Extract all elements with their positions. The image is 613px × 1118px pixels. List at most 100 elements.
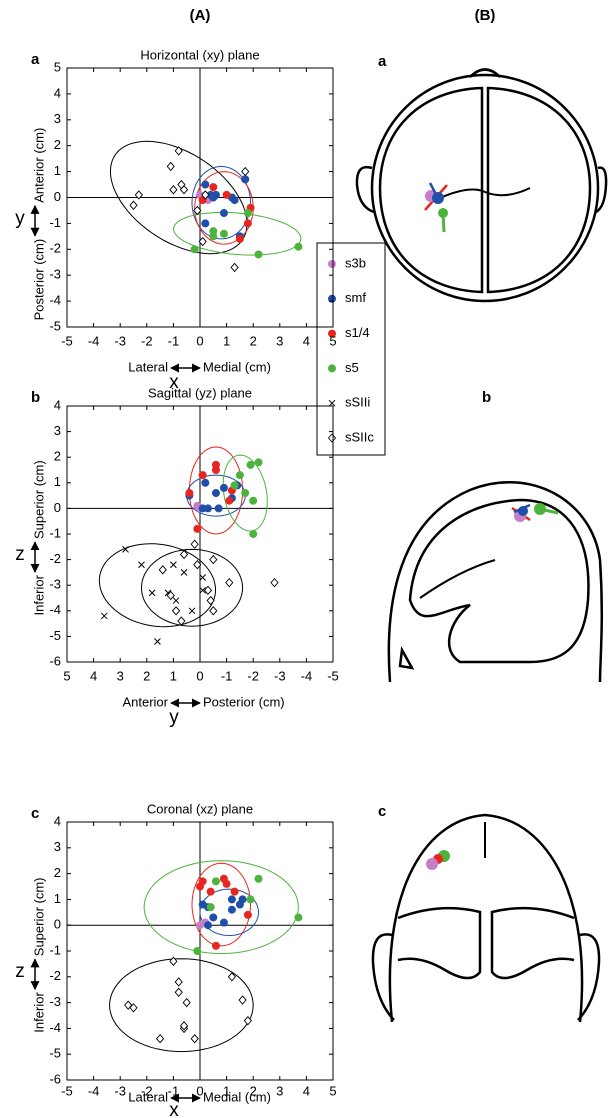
y-tick-label: -4 <box>49 1020 61 1035</box>
x-tick-label: -2 <box>141 333 153 348</box>
data-point <box>170 561 177 569</box>
data-point <box>201 190 210 200</box>
y-tick-label: 4 <box>54 813 61 828</box>
panel-letter: a <box>378 53 387 70</box>
confidence-ellipse <box>191 165 252 240</box>
x-tick-label: -2 <box>141 1083 153 1098</box>
chart-title: Horizontal (xy) plane <box>140 47 259 62</box>
y-tick-label: -6 <box>49 653 61 668</box>
data-point <box>294 913 303 922</box>
x-tick-label: 2 <box>250 333 257 348</box>
y-axis-symbol: z <box>15 961 25 982</box>
x-tick-label: 2 <box>250 1083 257 1098</box>
data-point <box>179 1021 189 1031</box>
y-tick-label: 1 <box>54 163 61 178</box>
confidence-ellipse <box>222 454 268 532</box>
data-point <box>201 180 210 189</box>
data-point <box>206 903 215 912</box>
column-header: (B) <box>475 7 496 24</box>
data-point <box>209 232 218 241</box>
data-point <box>241 166 250 177</box>
head-side-view <box>387 480 604 683</box>
panel-letter: c <box>31 805 39 822</box>
data-point <box>230 262 239 273</box>
x-tick-label: 2 <box>143 668 150 683</box>
legend-label: sSIIi <box>345 395 370 410</box>
data-point <box>235 471 244 480</box>
data-point <box>219 483 228 492</box>
data-point <box>193 524 202 533</box>
data-point <box>222 190 231 199</box>
y-tick-label: -1 <box>49 525 61 540</box>
x-tick-label: 3 <box>117 668 124 683</box>
y-tick-label: -1 <box>49 942 61 957</box>
y-tick-label: -3 <box>49 267 61 282</box>
legend-marker <box>328 329 336 338</box>
data-point <box>190 245 199 254</box>
data-point <box>238 895 247 904</box>
chart-title: Coronal (xz) plane <box>147 801 253 816</box>
data-point <box>241 175 250 184</box>
y-tick-label: -1 <box>49 215 61 230</box>
y-tick-label: -3 <box>49 994 61 1009</box>
x-axis-label: Medial (cm) <box>203 359 271 374</box>
x-axis-symbol: y <box>169 707 179 728</box>
data-point <box>190 1034 199 1044</box>
x-tick-label: 1 <box>170 668 177 683</box>
y-axis-label: Superior (cm) <box>31 460 46 539</box>
data-point <box>100 612 108 620</box>
data-point <box>249 496 258 505</box>
data-point <box>211 941 220 950</box>
y-tick-label: 4 <box>54 397 61 412</box>
data-point <box>171 606 181 616</box>
y-tick-label: 3 <box>54 423 61 438</box>
data-point <box>219 229 228 238</box>
data-point <box>174 977 183 987</box>
y-axis-label: Posterior (cm) <box>31 239 46 321</box>
x-tick-label: 4 <box>303 1083 310 1098</box>
y-tick-label: 3 <box>54 111 61 126</box>
legend-label: s3b <box>345 255 366 270</box>
legend: s3b smf s1/4 s5 sSIIi sSIIc <box>316 242 386 456</box>
x-tick-label: -2 <box>247 668 259 683</box>
x-tick-label: -1 <box>221 668 233 683</box>
confidence-ellipse <box>109 958 254 1053</box>
data-point <box>199 586 207 594</box>
data-point <box>246 460 255 469</box>
column-header: (A) <box>190 7 211 24</box>
data-point <box>206 887 215 896</box>
x-tick-label: 5 <box>63 668 70 683</box>
y-tick-label: 0 <box>54 189 61 204</box>
data-point <box>238 995 247 1005</box>
x-tick-label: 3 <box>276 333 283 348</box>
y-tick-label: 1 <box>54 474 61 489</box>
data-point <box>182 997 191 1008</box>
x-tick-label: 1 <box>223 1083 230 1098</box>
y-tick-label: -5 <box>49 318 61 333</box>
y-axis-label: Inferior <box>31 992 46 1033</box>
legend-marker <box>328 260 336 268</box>
x-tick-label: -1 <box>168 1083 180 1098</box>
chart-title: Sagittal (yz) plane <box>148 385 252 400</box>
data-point <box>174 987 183 997</box>
data-point <box>235 234 244 243</box>
data-point <box>219 209 228 218</box>
y-tick-label: -3 <box>49 577 61 592</box>
data-point <box>246 895 255 904</box>
x-axis-label: Lateral <box>128 359 168 374</box>
data-point <box>129 1003 138 1013</box>
x-tick-label: -3 <box>114 1083 126 1098</box>
data-point <box>214 504 223 513</box>
data-point <box>243 1015 252 1026</box>
legend-marker <box>328 399 336 407</box>
data-point <box>203 921 212 930</box>
y-axis-label: Inferior <box>31 574 46 615</box>
data-point <box>254 874 263 883</box>
x-tick-label: -4 <box>88 1083 100 1098</box>
data-point <box>158 565 167 575</box>
y-tick-label: 2 <box>54 865 61 880</box>
panel-letter: c <box>378 803 386 820</box>
data-point <box>156 1034 165 1044</box>
data-point <box>201 219 210 228</box>
